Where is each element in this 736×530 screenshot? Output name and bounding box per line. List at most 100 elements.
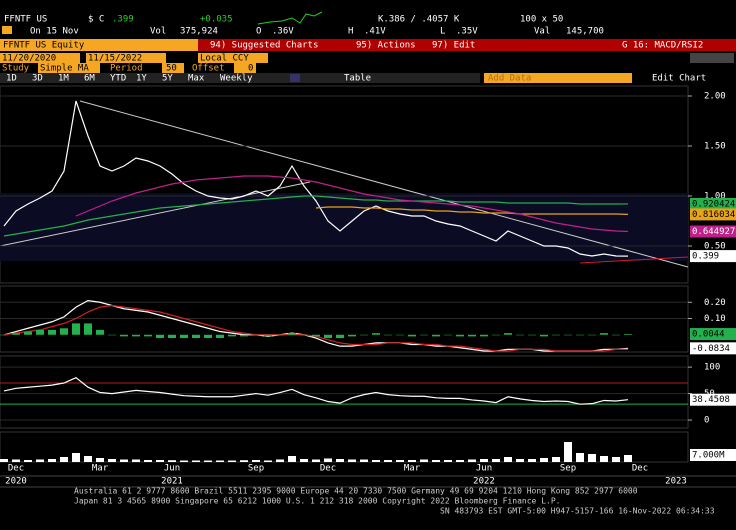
bar: [348, 334, 356, 337]
bar: [108, 334, 116, 336]
value-label: 0.399: [692, 252, 719, 262]
bar: [336, 459, 344, 462]
start-box[interactable]: [0, 53, 80, 63]
bar: [96, 458, 104, 462]
bar: [540, 334, 548, 337]
range-button[interactable]: 1M: [58, 74, 69, 84]
x-tick-label: Dec: [8, 464, 24, 474]
range-button[interactable]: 5Y: [162, 74, 173, 84]
nav-box[interactable]: [690, 53, 734, 63]
bar: [576, 334, 584, 336]
value-label: -0.0834: [692, 344, 730, 354]
year-label: 2021: [161, 477, 183, 487]
period: 50: [166, 64, 177, 74]
bar: [600, 456, 608, 462]
bar: [528, 459, 536, 462]
bar: [156, 334, 164, 339]
bar: [456, 334, 464, 337]
ccy-box[interactable]: [198, 53, 268, 63]
bar: [252, 460, 260, 462]
high-label: H: [348, 27, 353, 37]
add-data-box[interactable]: [484, 73, 632, 83]
template: G 16: MACD/RSI2: [622, 41, 703, 51]
bar: [264, 334, 272, 337]
series-line: [3, 100, 629, 257]
range-button[interactable]: Max: [188, 74, 205, 84]
value-label: 0.920424: [692, 199, 735, 209]
bar: [60, 457, 68, 462]
bar: [516, 459, 524, 462]
menu-actions[interactable]: 95) Actions: [356, 41, 416, 51]
series-line: [3, 195, 629, 237]
freq[interactable]: Weekly: [220, 74, 253, 84]
value-box: [690, 342, 736, 355]
bar: [60, 328, 68, 335]
bar: [24, 460, 32, 462]
menu-suggested[interactable]: 94) Suggested Charts: [210, 41, 318, 51]
bar: [168, 460, 176, 462]
period-box[interactable]: [162, 63, 184, 73]
bar: [504, 333, 512, 335]
currency: $ C: [88, 15, 104, 25]
value-box: [690, 449, 736, 461]
offset-box[interactable]: [234, 63, 256, 73]
icon[interactable]: [290, 74, 300, 82]
vol-label: Vol: [150, 27, 166, 37]
open: .36V: [272, 27, 294, 37]
bar: [420, 459, 428, 462]
bar: [120, 334, 128, 337]
value-box: [690, 393, 736, 406]
edit-chart[interactable]: Edit Chart: [652, 74, 706, 84]
x-tick-label: Mar: [92, 464, 109, 474]
val-label: Val: [534, 27, 550, 37]
x-tick-label: Sep: [560, 464, 576, 474]
low-label: L: [440, 27, 445, 37]
bar: [336, 334, 344, 339]
bar: [420, 334, 428, 336]
bar: [324, 334, 332, 339]
bar: [408, 334, 416, 337]
range-button[interactable]: 6M: [84, 74, 95, 84]
bar: [12, 459, 20, 462]
vol: 375,924: [180, 27, 218, 37]
bar: [372, 333, 380, 335]
end-box[interactable]: [86, 53, 166, 63]
bar: [216, 334, 224, 339]
bar: [36, 329, 44, 335]
value-label: 0.816034: [692, 210, 735, 220]
bar: [468, 334, 476, 337]
change: +0.035: [200, 15, 233, 25]
menu-edit[interactable]: 97) Edit: [432, 41, 475, 51]
bar: [72, 453, 80, 462]
year-label: 2022: [473, 477, 495, 487]
security-box[interactable]: [0, 39, 198, 51]
table[interactable]: Table: [344, 74, 371, 84]
bar: [444, 334, 452, 336]
bar: [360, 459, 368, 462]
y-tick-label: 1.00: [704, 192, 726, 202]
footer: Australia 61 2 9777 8600 Brazil 5511 239…: [74, 487, 638, 496]
range-button[interactable]: 1D: [6, 74, 17, 84]
range-button[interactable]: 3D: [32, 74, 43, 84]
bar: [180, 334, 188, 339]
ccy: Local CCY: [200, 54, 249, 64]
study-box[interactable]: [38, 63, 100, 73]
bar: [48, 329, 56, 335]
bar: [84, 323, 92, 335]
range-button[interactable]: YTD: [110, 74, 126, 84]
date: On 15 Nov: [30, 27, 79, 37]
footer: SN 483793 EST GMT-5:00 H947-5157-166 16-…: [440, 507, 715, 516]
y-tick-label: 0: [704, 416, 709, 426]
bar: [72, 323, 80, 335]
bar: [564, 334, 572, 336]
period-label: Period: [110, 64, 143, 74]
series-line: [315, 206, 629, 215]
bar: [144, 460, 152, 462]
low: .35V: [456, 27, 478, 37]
bar: [228, 460, 236, 462]
bar: [48, 459, 56, 462]
y-tick-label: 2.00: [704, 92, 726, 102]
bar: [156, 460, 164, 462]
range-button[interactable]: 1Y: [136, 74, 147, 84]
bar: [600, 333, 608, 335]
